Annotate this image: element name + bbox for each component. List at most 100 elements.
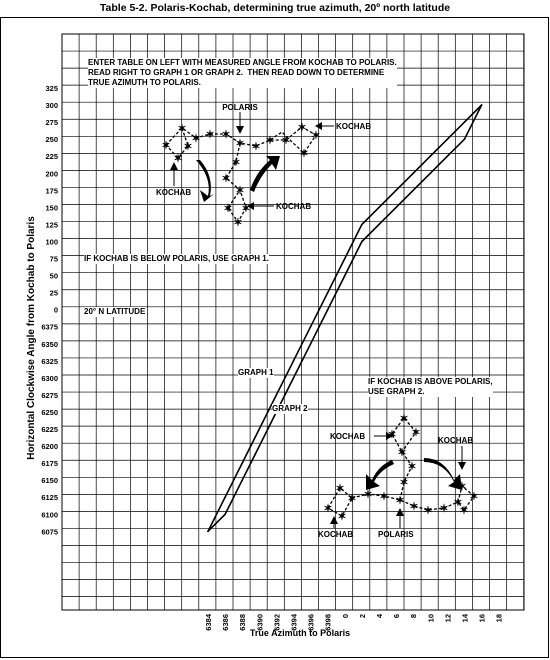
svg-text:✶: ✶ <box>241 203 250 215</box>
svg-text:✶: ✶ <box>397 447 406 459</box>
y-tick-label: 325 <box>45 84 58 93</box>
svg-text:✶: ✶ <box>299 148 308 160</box>
kochab-label: KOCHAB <box>336 122 371 131</box>
y-tick-label: 0 <box>54 306 58 315</box>
svg-text:✶: ✶ <box>457 481 466 493</box>
x-tick-label: 6392 <box>272 614 281 631</box>
svg-text:✶: ✶ <box>407 461 416 473</box>
y-tick-label: 6350 <box>41 340 58 349</box>
y-tick-label: 6175 <box>41 459 58 468</box>
svg-text:✶: ✶ <box>233 217 242 229</box>
svg-text:✶: ✶ <box>335 483 344 495</box>
pointer-arrowhead-icon <box>170 162 178 170</box>
pointer-arrowhead-icon <box>236 126 244 134</box>
y-tick-label: 275 <box>45 118 58 127</box>
star-markers: ✶✶✶ ✶✶✶ ✶✶✶ ✶✶✶ ✶✶✶ ✶✶✶ ✶✶ <box>323 413 478 523</box>
svg-text:✶: ✶ <box>311 130 320 142</box>
x-tick-label: 6384 <box>204 613 213 631</box>
graph2-label: GRAPH 2 <box>272 404 308 414</box>
y-tick-label: 175 <box>45 186 58 195</box>
svg-text:✶: ✶ <box>409 501 418 513</box>
svg-text:✶: ✶ <box>387 429 396 441</box>
constellation-outline <box>351 484 475 512</box>
graph1-point <box>275 394 278 396</box>
graph1-point <box>378 206 380 209</box>
svg-text:✶: ✶ <box>235 185 244 197</box>
graph1-point <box>326 291 329 294</box>
svg-text:✶: ✶ <box>347 493 356 505</box>
svg-text:✶: ✶ <box>399 477 408 489</box>
x-tick-label: 0 <box>341 614 350 618</box>
svg-text:✶: ✶ <box>379 491 388 503</box>
x-tick-label: 4 <box>375 613 384 618</box>
svg-text:✶: ✶ <box>265 135 274 147</box>
x-tick-label: 6396 <box>307 614 316 631</box>
svg-text:✶: ✶ <box>221 173 230 185</box>
rotation-arrow-icon <box>196 160 214 202</box>
graph1-point <box>224 496 226 499</box>
svg-text:✶: ✶ <box>281 135 290 147</box>
page-title: Table 5-2. Polaris-Kochab, determining t… <box>99 2 451 14</box>
y-tick-label: 200 <box>45 169 58 178</box>
y-tick-label: 6225 <box>41 425 58 434</box>
constellation-diagram-kochab-above: ✶✶✶ ✶✶ ✶ ✶ ✶ ✶ ✶ ✶✶ ✶✶✶ ✶✶✶ ✶✶ KOCHAB KOCHAB… <box>318 413 479 539</box>
y-tick-label: 6150 <box>41 476 58 485</box>
x-tick-label: 6386 <box>221 614 230 631</box>
graph1-point <box>429 155 432 157</box>
svg-text:✶: ✶ <box>411 427 420 439</box>
y-tick-label: 6300 <box>41 374 58 383</box>
polaris-label: POLARIS <box>378 530 414 539</box>
graph2-point <box>344 274 346 277</box>
y-tick-label: 50 <box>50 272 58 281</box>
graph2-point <box>446 155 449 157</box>
x-tick-label: 16 <box>478 614 487 622</box>
y-axis-label: Horizontal Clockwise Angle from Kochab t… <box>26 216 37 460</box>
graph1-point <box>292 360 295 362</box>
graph2-point <box>224 513 226 516</box>
svg-text:✶: ✶ <box>205 129 214 141</box>
pointer-arrowhead-icon <box>396 508 404 516</box>
kochab-label: KOCHAB <box>330 432 365 441</box>
y-tick-label: 25 <box>50 289 58 298</box>
graph2-point <box>463 138 466 140</box>
graph1-point <box>361 223 363 226</box>
star-markers: ✶✶✶ ✶✶✶ ✶✶✶ ✶✶✶ ✶✶✶ ✶✶✶ ✶✶ <box>161 122 320 229</box>
y-tick-label: 6075 <box>41 527 58 536</box>
figure-frame <box>0 17 549 658</box>
svg-text:✶: ✶ <box>183 141 192 153</box>
x-tick-label: 6398 <box>324 614 333 631</box>
x-tick-label: 2 <box>358 614 367 618</box>
graph2-point <box>378 223 380 226</box>
y-tick-label: 6100 <box>41 510 58 519</box>
y-tick-label: 150 <box>45 203 58 212</box>
constellation-outline <box>165 127 189 159</box>
svg-text:✶: ✶ <box>469 491 478 503</box>
x-axis-label: True Azimuth to Polaris <box>250 628 350 638</box>
graph2-point <box>361 240 363 243</box>
polaris-label: POLARIS <box>222 103 258 112</box>
svg-text:✶: ✶ <box>231 157 240 169</box>
constellation-outline <box>165 126 317 154</box>
svg-text:✶: ✶ <box>459 505 468 517</box>
constellation-outline <box>327 487 353 517</box>
graph2-point <box>309 342 312 345</box>
svg-text:✶: ✶ <box>191 133 200 145</box>
graph1-point <box>463 121 466 123</box>
x-tick-label: 6390 <box>255 614 264 631</box>
x-tick-label: 10 <box>426 614 435 622</box>
y-tick-label: 250 <box>45 135 58 144</box>
x-tick-label: 18 <box>495 614 504 622</box>
curves <box>207 104 483 533</box>
x-tick-label: 14 <box>461 613 470 622</box>
y-tick-label: 225 <box>45 152 58 161</box>
pointer-arrowhead-icon <box>247 202 254 210</box>
y-tick-label: 6275 <box>41 391 58 400</box>
kochab-label: KOCHAB <box>318 530 353 539</box>
svg-text:✶: ✶ <box>337 511 346 523</box>
constellation-diagram-kochab-below: ✶✶✶ ✶ ✶✶ ✶ ✶ ✶ ✶✶✶ ✶✶ ✶ ✶✶✶ ✶✶ POLARIS KOCHA… <box>156 103 371 229</box>
pointer-arrowhead-icon <box>315 122 322 130</box>
x-tick-label: 6394 <box>290 613 299 631</box>
graph2-point <box>429 172 432 175</box>
svg-text:✶: ✶ <box>453 497 462 509</box>
